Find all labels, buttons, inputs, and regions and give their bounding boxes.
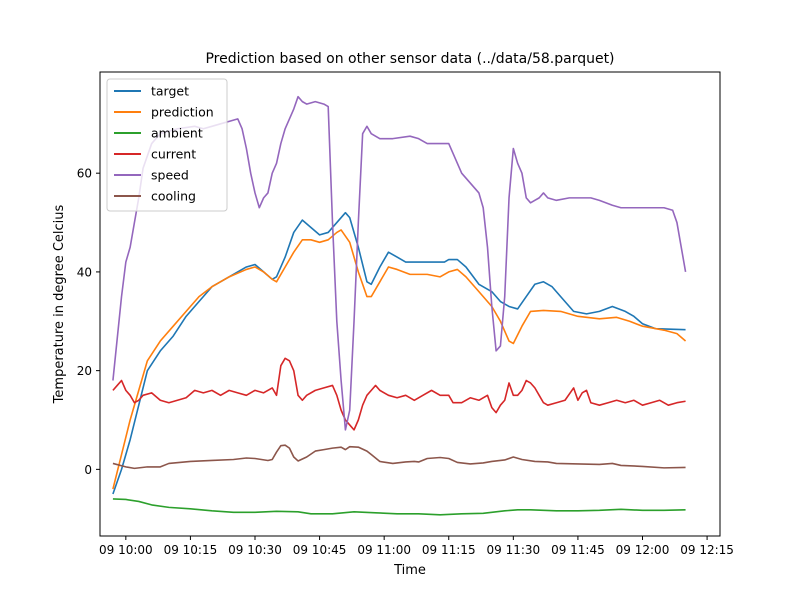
x-tick-label: 09 12:15	[680, 543, 734, 557]
legend-label-prediction: prediction	[151, 105, 214, 120]
legend-label-target: target	[151, 84, 189, 99]
x-tick-label: 09 11:15	[422, 543, 476, 557]
legend-label-cooling: cooling	[151, 189, 196, 204]
series-line-cooling	[112, 444, 686, 470]
series-layer	[112, 95, 687, 516]
x-tick-label: 09 11:30	[486, 543, 540, 557]
x-tick-label: 09 10:45	[293, 543, 347, 557]
y-tick-label: 60	[77, 167, 92, 181]
plot-frame	[99, 71, 721, 537]
y-tick-label: 40	[77, 265, 92, 279]
legend: target prediction ambient current speed cooli…	[106, 78, 228, 212]
y-axis-label: Temperature in degree Celcius	[52, 204, 67, 404]
x-tick-label: 09 10:30	[228, 543, 282, 557]
series-line-prediction	[112, 229, 687, 490]
series-line-target	[112, 211, 686, 495]
series-line-ambient	[112, 498, 686, 516]
x-tick-label: 09 10:15	[164, 543, 218, 557]
x-axis-label: Time	[393, 563, 426, 578]
x-tick-label: 09 10:00	[99, 543, 153, 557]
y-tick-label: 0	[84, 463, 92, 477]
x-tick-label: 09 12:00	[616, 543, 670, 557]
legend-label-current: current	[151, 147, 196, 162]
series-line-current	[112, 357, 686, 431]
y-axis: 0 20 40 60	[77, 167, 100, 477]
y-tick-label: 20	[77, 364, 92, 378]
x-tick-label: 09 11:45	[551, 543, 605, 557]
x-tick-label: 09 11:00	[357, 543, 411, 557]
chart-title: Prediction based on other sensor data (.…	[205, 51, 614, 67]
legend-label-ambient: ambient	[151, 126, 203, 141]
legend-label-speed: speed	[151, 168, 189, 183]
x-axis: 09 10:00 09 10:15 09 10:30 09 10:45 09 11:00…	[99, 536, 734, 557]
series-line-speed	[112, 95, 687, 431]
